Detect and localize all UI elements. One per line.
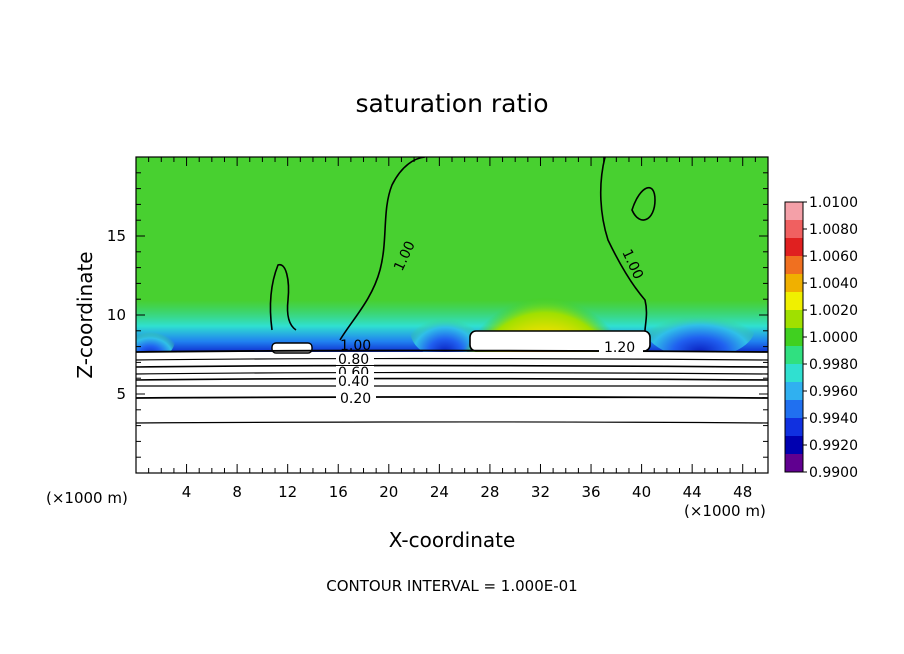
dry-cell-right [645, 298, 755, 358]
x-tick-label: 4 [182, 483, 192, 501]
colorbar-swatch [785, 382, 803, 401]
colorbar-swatch [785, 454, 803, 473]
y-axis-label: Z-coordinate [73, 251, 97, 378]
x-tick-label: 40 [632, 483, 651, 501]
x-unit-left: (×1000 m) [46, 489, 128, 507]
colorbar-label: 0.9960 [809, 384, 858, 400]
contour-label-0-40: 0.40 [338, 374, 369, 390]
colorbar-label: 0.9900 [809, 465, 858, 481]
colorbar-swatch [785, 274, 803, 293]
x-tick-label: 20 [379, 483, 398, 501]
colorbar-label: 1.0060 [809, 249, 858, 265]
x-axis: 4 8 12 16 20 24 28 32 36 40 44 48 [148, 157, 756, 501]
y-tick-label: 15 [107, 227, 126, 245]
x-tick-label: 32 [531, 483, 550, 501]
colorbar-swatch [785, 436, 803, 455]
contour-label-0-20: 0.20 [340, 391, 371, 407]
colorbar-label: 0.9940 [809, 411, 858, 427]
colorbar-swatch [785, 310, 803, 329]
contour-line-0-50 [136, 371, 768, 375]
x-tick-label: 16 [329, 483, 348, 501]
contour-labels: 1.20 1.00 1.00 1.00 0.80 0.60 0.40 0.20 [336, 239, 646, 407]
colorbar-swatch [785, 418, 803, 437]
dry-cell-left [136, 320, 175, 360]
colorbar-swatch [785, 364, 803, 383]
contour-label-1-20: 1.20 [604, 340, 635, 356]
colorbar-swatch [785, 400, 803, 419]
contour-line-0-40 [136, 377, 768, 381]
plot-field [136, 157, 768, 473]
contour-line-0-80 [136, 349, 768, 353]
x-unit-right: (×1000 m) [684, 502, 766, 520]
colorbar-swatch [785, 328, 803, 347]
colorbar-label: 1.0080 [809, 222, 858, 238]
colorbar-swatch [785, 346, 803, 365]
low-level-region [136, 352, 768, 473]
x-axis-label: X-coordinate [389, 528, 516, 552]
contour-interval-note: CONTOUR INTERVAL = 1.000E-01 [326, 577, 577, 595]
x-tick-label: 36 [581, 483, 600, 501]
colorbar-swatch [785, 238, 803, 257]
x-tick-label: 12 [278, 483, 297, 501]
contour-label-1-00-left: 1.00 [340, 338, 371, 354]
contour-line-0-60 [136, 364, 768, 368]
x-tick-label: 44 [683, 483, 702, 501]
contour-line-0-70 [136, 357, 768, 361]
contour-line-0-10 [136, 421, 768, 424]
colorbar-swatch [785, 220, 803, 239]
colorbar-label: 0.9920 [809, 438, 858, 454]
x-tick-label: 28 [480, 483, 499, 501]
colorbar-swatch [785, 256, 803, 275]
colorbar: 1.0100 1.0080 1.0060 1.0040 1.0020 1.0000 0.99… [784, 195, 858, 481]
colorbar-swatch [785, 202, 803, 221]
y-tick-label: 5 [116, 385, 126, 403]
contour-line-1-00-right [599, 157, 649, 346]
x-tick-label: 24 [430, 483, 449, 501]
colorbar-label: 1.0100 [809, 195, 858, 211]
x-tick-label: 48 [733, 483, 752, 501]
colorbar-label: 1.0000 [809, 330, 858, 346]
colorbar-label: 0.9980 [809, 357, 858, 373]
colorbar-swatch [785, 292, 803, 311]
colorbar-label: 1.0040 [809, 276, 858, 292]
contour-line-0-20 [136, 395, 768, 399]
contour-line-1-00-mid [339, 157, 426, 341]
chart-title: saturation ratio [355, 89, 548, 118]
contour-label-0-80: 0.80 [338, 352, 369, 368]
y-tick-label: 10 [107, 306, 126, 324]
x-tick-label: 8 [232, 483, 242, 501]
y-axis: 5 10 15 [107, 172, 768, 458]
contour-line-1-00-island [631, 186, 656, 221]
contour-line-1-00-left [269, 264, 297, 331]
colorbar-label: 1.0020 [809, 303, 858, 319]
